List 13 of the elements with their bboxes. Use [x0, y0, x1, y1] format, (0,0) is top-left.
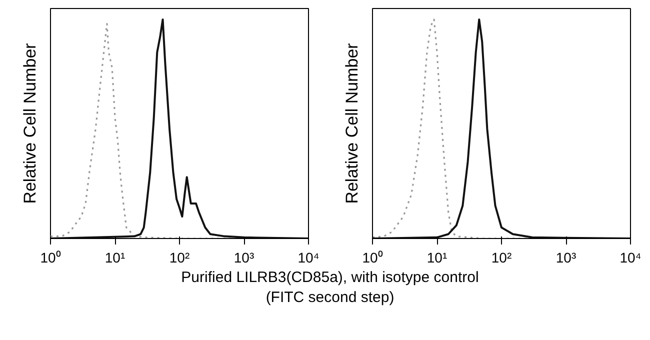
x-tick-label: 10¹ — [104, 250, 126, 266]
x-tick-label: 10⁴ — [620, 250, 642, 266]
x-tick-label: 10¹ — [426, 250, 448, 266]
y-axis-title: Relative Cell Number — [342, 42, 362, 204]
x-tick-label: 10³ — [556, 250, 576, 266]
x-axis-title: Purified LILRB3(CD85a), with isotype control (FITC second step) — [180, 268, 480, 308]
x-tick-label: 10⁴ — [298, 250, 320, 266]
x-tick-label: 10² — [491, 250, 512, 266]
x-tick-label: 10⁰ — [362, 250, 383, 266]
x-tick-label: 10⁰ — [40, 250, 61, 266]
x-tick-label: 10² — [169, 250, 190, 266]
y-axis-title: Relative Cell Number — [20, 42, 40, 204]
x-tick-label: 10³ — [234, 250, 254, 266]
